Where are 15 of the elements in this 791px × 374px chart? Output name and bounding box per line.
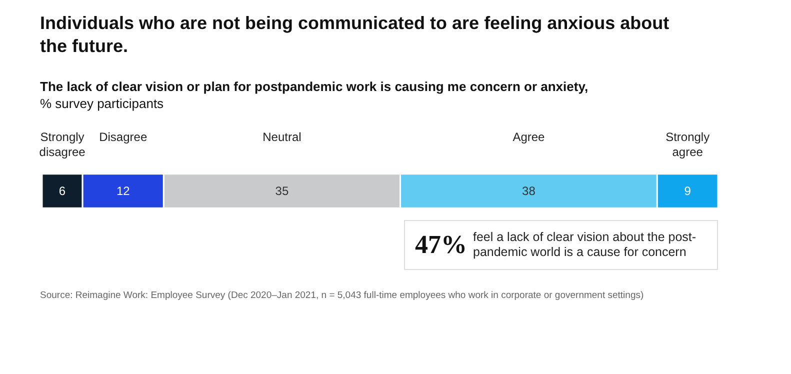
data-label: 35 <box>275 184 289 198</box>
text: Neutral <box>262 130 302 144</box>
data-label: 6 <box>58 184 66 198</box>
data-label: 12 <box>116 184 130 198</box>
source-note: Source: Reimagine Work: Employee Survey (Dec 2020–Jan 2021, n = 5,043 full-time employees who work in corporate or government settings) <box>40 290 644 301</box>
data-label: 38 <box>522 184 536 198</box>
chart-subtitle: The lack of clear vision or plan for postpandemic work is causing me concern or anxiety, <box>40 79 588 94</box>
text: Disagree <box>99 130 148 144</box>
data-label: 9 <box>684 184 692 198</box>
note-box: 47% feel a lack of clear vision about the post-pandemic world is a cause for concern <box>404 220 718 270</box>
text: Agree <box>512 130 546 144</box>
series-label: Strongly agree <box>666 130 710 159</box>
chart-title: Individuals who are not being communicated to are feeling anxious about the future. <box>40 12 670 58</box>
text: % survey participants <box>40 96 164 111</box>
series-label: Strongly disagree <box>39 130 86 159</box>
